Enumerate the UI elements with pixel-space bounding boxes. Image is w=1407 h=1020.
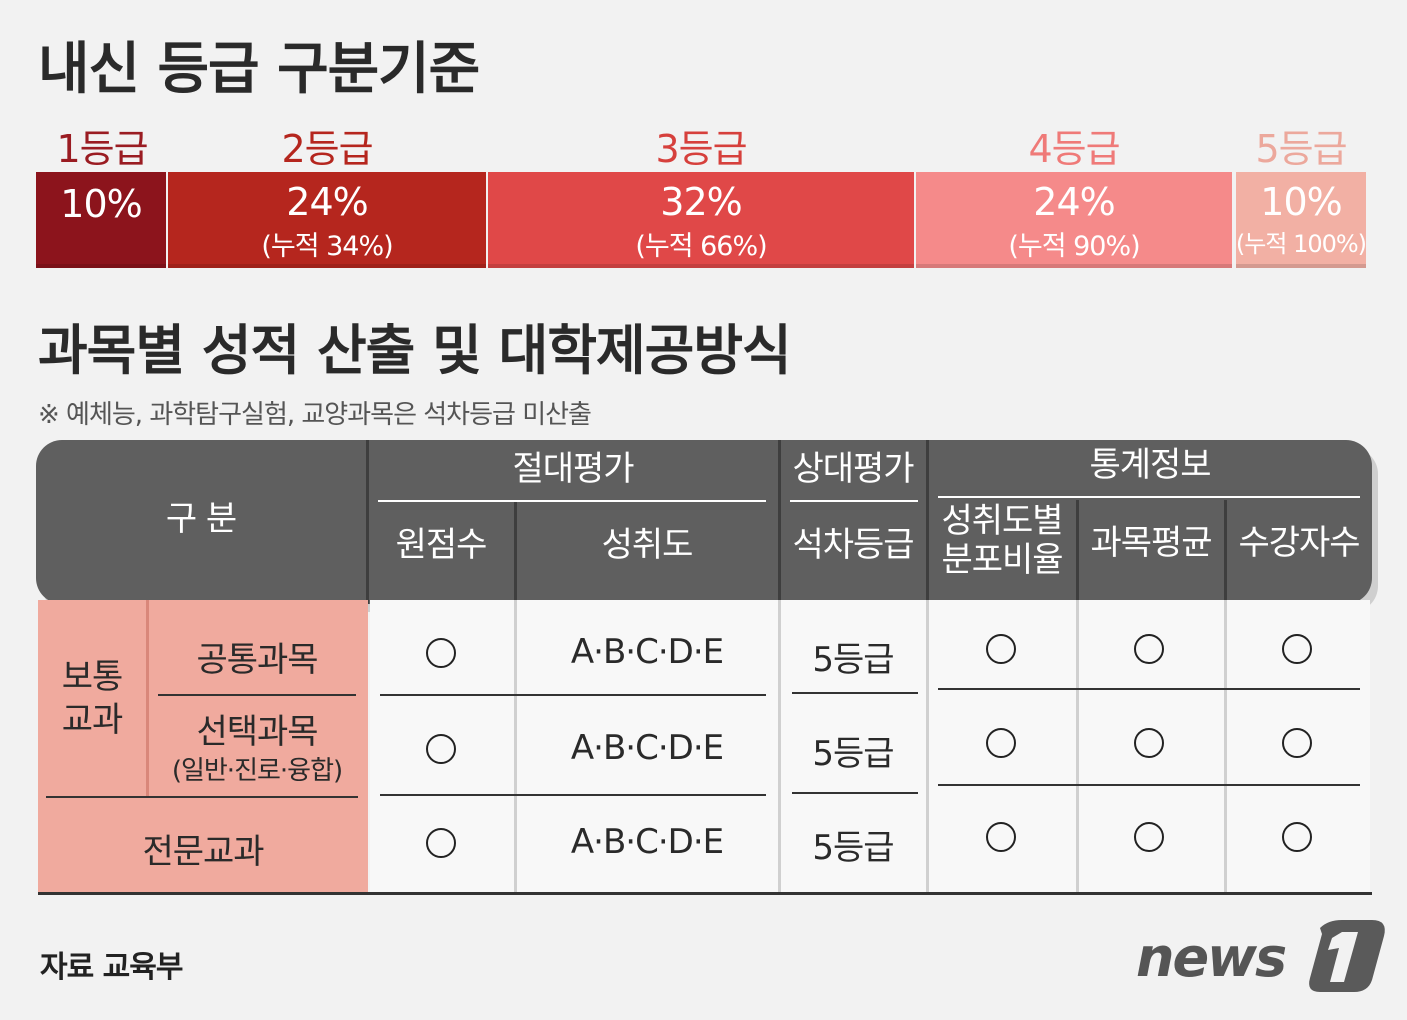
grade-5-pct: 10% [1260,180,1342,224]
header-subject-average: 과목평균 [1090,523,1212,563]
grade-2-pct: 24% [286,180,368,224]
row-line [46,796,358,798]
header-divider [514,500,517,604]
source-credit: 자료 교육부 [40,950,183,985]
row-specialized-name: 전문교과 [142,832,264,872]
category-general-line2: 교과 [61,699,124,740]
header-absolute: 절대평가 [512,449,634,489]
header-group-underline [938,496,1360,498]
category-column [38,600,368,893]
grade-2-cumulative: (누적 34%) [261,231,393,262]
row-elective-achievement: A·B·C·D·E [570,728,724,768]
circle-icon [1134,728,1164,758]
header-achievement: 성취도 [601,525,694,565]
grade-5-label: 5등급 [1255,127,1347,171]
circle-icon [986,634,1016,664]
row-specialized-achievement: A·B·C·D·E [570,822,724,862]
body-divider [926,600,929,893]
header-enrollment: 수강자수 [1238,523,1360,563]
circle-icon [1282,634,1312,664]
table-body [370,600,1370,893]
header-divider [926,440,929,604]
row-line [380,694,766,696]
grade-4-label: 4등급 [1028,127,1120,171]
row-elective-sub: (일반·진로·융합) [171,756,343,786]
grade-4-cumulative: (누적 90%) [1008,231,1140,262]
row-line [938,784,1360,786]
grade-4-pct: 24% [1033,180,1115,224]
grade-2-box: 24% (누적 34%) [168,172,486,268]
table-bottom-line [38,892,1372,895]
grade-3-cumulative: (누적 66%) [635,231,767,262]
row-elective-grade: 5등급 [812,734,894,774]
row-line [380,794,766,796]
circle-icon [986,822,1016,852]
row-line [792,692,918,694]
grade-3-label: 3등급 [655,127,747,171]
grade-4-box: 24% (누적 90%) [916,172,1232,268]
row-common-name: 공통과목 [196,640,318,680]
header-ratio-line1: 성취도별 [941,501,1063,541]
body-divider [1076,600,1079,893]
header-ratio-line2: 분포비율 [941,540,1063,581]
header-group-underline [790,500,918,502]
row-line [158,694,356,696]
svg-text:news: news [1136,926,1286,989]
grade-1-label: 1등급 [56,127,148,171]
category-general: 보통 교과 [40,656,144,741]
header-divider [1076,500,1079,604]
header-divider [778,440,781,604]
grade-5-cumulative: (누적 100%) [1235,230,1367,258]
circle-icon [1282,822,1312,852]
row-specialized-grade: 5등급 [812,828,894,868]
grade-5-box: 10% (누적 100%) [1236,172,1367,268]
category-divider [146,600,149,796]
circle-icon [426,638,456,668]
body-divider [778,600,781,893]
category-general-line1: 보통 [61,657,124,697]
body-divider [514,600,517,893]
row-common-achievement: A·B·C·D·E [570,632,724,672]
header-divider [1224,500,1227,604]
grade-3-box: 32% (누적 66%) [488,172,914,268]
grade-2-label: 2등급 [281,127,373,171]
header-raw-score: 원점수 [395,525,488,565]
circle-icon [426,734,456,764]
news1-logo: news [1136,920,1385,992]
header-rank-grade: 석차등급 [792,525,914,565]
row-line [938,688,1360,690]
row-common-grade: 5등급 [812,640,894,680]
header-relative: 상대평가 [792,449,914,489]
circle-icon [426,828,456,858]
row-elective-name: 선택과목 [196,712,318,752]
header-stats: 통계정보 [1089,445,1211,485]
header-category: 구 분 [165,499,237,539]
grade-3-pct: 32% [660,180,742,224]
header-group-underline [378,500,766,502]
footnote: ※ 예체능, 과학탐구실험, 교양과목은 석차등급 미산출 [38,400,592,430]
table-header [36,440,1372,604]
grade-criteria-title: 내신 등급 구분기준 [38,37,480,102]
calculation-method-title: 과목별 성적 산출 및 대학제공방식 [38,319,792,382]
circle-icon [1134,634,1164,664]
header-distribution-ratio: 성취도별 분포비율 [928,501,1076,581]
header-divider [366,440,369,604]
body-divider [1224,600,1227,893]
circle-icon [1282,728,1312,758]
row-line [792,792,918,794]
circle-icon [1134,822,1164,852]
grade-1-pct: 10% [60,182,142,226]
grade-1-box: 10% [36,172,166,268]
circle-icon [986,728,1016,758]
